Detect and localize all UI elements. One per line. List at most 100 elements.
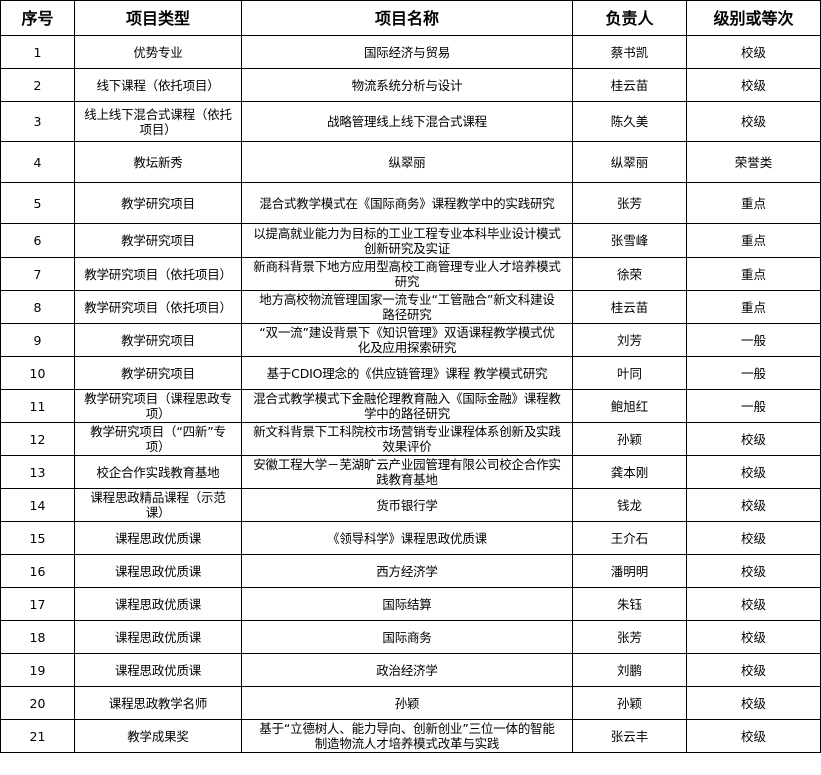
- table-row: 12 教学研究项目（“四新”专 项） 新文科背景下工科院校市场营销专业课程体系创新及…: [0, 422, 821, 456]
- cell-no: 20: [0, 686, 75, 720]
- cell-name: 基于CDIO理念的《供应链管理》课程 教学模式研究: [241, 356, 573, 390]
- cell-no: 16: [0, 554, 75, 588]
- table-row: 18 课程思政优质课 国际商务 张芳 校级: [0, 620, 821, 654]
- cell-leader: 鲍旭红: [572, 389, 687, 423]
- cell-type: 教学研究项目（依托项目）: [74, 290, 242, 324]
- cell-leader: 蔡书凯: [572, 35, 687, 69]
- table-row: 19 课程思政优质课 政治经济学 刘鹏 校级: [0, 653, 821, 687]
- cell-level: 一般: [686, 323, 821, 357]
- cell-name: 新文科背景下工科院校市场营销专业课程体系创新及实践 效果评价: [241, 422, 573, 456]
- cell-leader: 纵翠丽: [572, 141, 687, 183]
- cell-type: 教学研究项目（依托项目）: [74, 257, 242, 291]
- cell-type: 课程思政优质课: [74, 587, 242, 621]
- table-row: 9 教学研究项目 “双一流”建设背景下《知识管理》双语课程教学模式优 化及应用探索研…: [0, 323, 821, 357]
- cell-leader: 孙颖: [572, 686, 687, 720]
- cell-leader: 陈久美: [572, 101, 687, 142]
- cell-no: 2: [0, 68, 75, 102]
- cell-type: 教学研究项目（“四新”专 项）: [74, 422, 242, 456]
- cell-no: 8: [0, 290, 75, 324]
- cell-type: 教学研究项目: [74, 223, 242, 258]
- table-row: 20 课程思政教学名师 孙颖 孙颖 校级: [0, 686, 821, 720]
- cell-name: 新商科背景下地方应用型高校工商管理专业人才培养模式 研究: [241, 257, 573, 291]
- cell-name: 以提高就业能力为目标的工业工程专业本科毕业设计模式 创新研究及实证: [241, 223, 573, 258]
- cell-name: 纵翠丽: [241, 141, 573, 183]
- cell-leader: 刘鹏: [572, 653, 687, 687]
- cell-name: 国际商务: [241, 620, 573, 654]
- cell-name: 混合式教学模式在《国际商务》课程教学中的实践研究: [241, 182, 573, 224]
- cell-type: 课程思政优质课: [74, 653, 242, 687]
- table-row: 10 教学研究项目 基于CDIO理念的《供应链管理》课程 教学模式研究 叶同 一般: [0, 356, 821, 390]
- header-row: 序号 项目类型 项目名称 负责人 级别或等次: [0, 0, 821, 36]
- cell-leader: 张云丰: [572, 719, 687, 753]
- header-type: 项目类型: [74, 0, 242, 36]
- table-row: 11 教学研究项目（课程思政专 项） 混合式教学模式下金融伦理教育融入《国际金融》课…: [0, 389, 821, 423]
- cell-name: 孙颖: [241, 686, 573, 720]
- cell-type: 优势专业: [74, 35, 242, 69]
- cell-leader: 龚本刚: [572, 455, 687, 489]
- cell-type: 教学成果奖: [74, 719, 242, 753]
- cell-type: 课程思政优质课: [74, 521, 242, 555]
- cell-no: 11: [0, 389, 75, 423]
- header-level: 级别或等次: [686, 0, 821, 36]
- cell-type: 课程思政优质课: [74, 620, 242, 654]
- cell-no: 19: [0, 653, 75, 687]
- cell-type: 教学研究项目: [74, 182, 242, 224]
- cell-level: 校级: [686, 620, 821, 654]
- cell-type: 校企合作实践教育基地: [74, 455, 242, 489]
- cell-no: 17: [0, 587, 75, 621]
- table-row: 5 教学研究项目 混合式教学模式在《国际商务》课程教学中的实践研究 张芳 重点: [0, 182, 821, 224]
- cell-name: 安徽工程大学－芜湖旷云产业园管理有限公司校企合作实 践教育基地: [241, 455, 573, 489]
- cell-no: 13: [0, 455, 75, 489]
- cell-type: 课程思政精品课程（示范 课）: [74, 488, 242, 522]
- header-no: 序号: [0, 0, 75, 36]
- cell-type: 教学研究项目（课程思政专 项）: [74, 389, 242, 423]
- cell-level: 校级: [686, 101, 821, 142]
- cell-no: 12: [0, 422, 75, 456]
- cell-no: 9: [0, 323, 75, 357]
- cell-type: 教坛新秀: [74, 141, 242, 183]
- cell-level: 校级: [686, 587, 821, 621]
- cell-level: 校级: [686, 521, 821, 555]
- cell-leader: 张雪峰: [572, 223, 687, 258]
- cell-no: 15: [0, 521, 75, 555]
- cell-name: 西方经济学: [241, 554, 573, 588]
- cell-leader: 叶同: [572, 356, 687, 390]
- cell-level: 校级: [686, 35, 821, 69]
- cell-level: 校级: [686, 719, 821, 753]
- cell-no: 18: [0, 620, 75, 654]
- cell-leader: 钱龙: [572, 488, 687, 522]
- cell-no: 5: [0, 182, 75, 224]
- table-row: 14 课程思政精品课程（示范 课） 货币银行学 钱龙 校级: [0, 488, 821, 522]
- cell-leader: 桂云苗: [572, 290, 687, 324]
- table-row: 3 线上线下混合式课程（依托 项目） 战略管理线上线下混合式课程 陈久美 校级: [0, 101, 821, 142]
- cell-no: 7: [0, 257, 75, 291]
- cell-name: 国际经济与贸易: [241, 35, 573, 69]
- cell-level: 一般: [686, 389, 821, 423]
- cell-name: 混合式教学模式下金融伦理教育融入《国际金融》课程教 学中的路径研究: [241, 389, 573, 423]
- cell-name: 基于“立德树人、能力导向、创新创业”三位一体的智能 制造物流人才培养模式改革与实…: [241, 719, 573, 753]
- cell-level: 重点: [686, 290, 821, 324]
- cell-name: 物流系统分析与设计: [241, 68, 573, 102]
- cell-type: 课程思政优质课: [74, 554, 242, 588]
- cell-no: 14: [0, 488, 75, 522]
- table-row: 6 教学研究项目 以提高就业能力为目标的工业工程专业本科毕业设计模式 创新研究及实证…: [0, 223, 821, 258]
- cell-type: 教学研究项目: [74, 356, 242, 390]
- cell-no: 1: [0, 35, 75, 69]
- header-leader: 负责人: [572, 0, 687, 36]
- cell-no: 21: [0, 719, 75, 753]
- table-row: 15 课程思政优质课 《领导科学》课程思政优质课 王介石 校级: [0, 521, 821, 555]
- table-row: 7 教学研究项目（依托项目） 新商科背景下地方应用型高校工商管理专业人才培养模式 研…: [0, 257, 821, 291]
- cell-level: 荣誉类: [686, 141, 821, 183]
- cell-name: 货币银行学: [241, 488, 573, 522]
- cell-name: 《领导科学》课程思政优质课: [241, 521, 573, 555]
- cell-leader: 朱钰: [572, 587, 687, 621]
- cell-name: 政治经济学: [241, 653, 573, 687]
- cell-name: 战略管理线上线下混合式课程: [241, 101, 573, 142]
- header-name: 项目名称: [241, 0, 573, 36]
- cell-type: 教学研究项目: [74, 323, 242, 357]
- cell-level: 校级: [686, 422, 821, 456]
- cell-leader: 孙颖: [572, 422, 687, 456]
- cell-leader: 徐荣: [572, 257, 687, 291]
- cell-type: 课程思政教学名师: [74, 686, 242, 720]
- table-row: 21 教学成果奖 基于“立德树人、能力导向、创新创业”三位一体的智能 制造物流人才培…: [0, 719, 821, 753]
